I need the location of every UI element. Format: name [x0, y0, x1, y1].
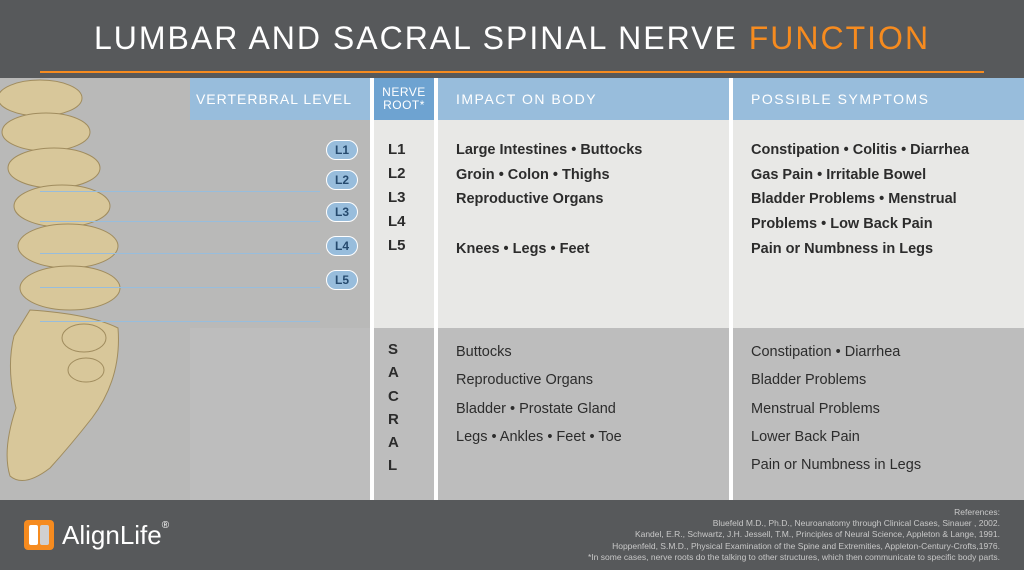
title-main: LUMBAR AND SACRAL SPINAL NERVE — [94, 20, 749, 56]
leader-line — [40, 253, 320, 254]
impact-item: Legs • Ankles • Feet • Toe — [456, 423, 715, 451]
impact-item: Groin • Colon • Thighs — [456, 163, 715, 188]
vertebral-header: VERTERBRAL LEVEL — [190, 78, 370, 120]
root-item: L4 — [388, 210, 434, 234]
impact-item: Reproductive Organs — [456, 187, 715, 212]
footer: AlignLife® References: Bluefeld M.D., Ph… — [0, 500, 1024, 570]
root-item: L5 — [388, 234, 434, 258]
root-item: A — [388, 361, 434, 384]
symptom-item: Bladder Problems — [751, 366, 1010, 394]
root-sacral-list: S A C R A L — [374, 328, 434, 500]
vertebra-label: L4 — [326, 236, 358, 256]
impact-item: Knees • Legs • Feet — [456, 237, 715, 262]
root-header: NERVE ROOT* — [374, 78, 434, 120]
logo-icon — [24, 520, 54, 550]
symptom-item: Pain or Numbness in Legs — [751, 451, 1010, 479]
vertebra-label: L1 — [326, 140, 358, 160]
symptoms-header: POSSIBLE SYMPTOMS — [733, 78, 1024, 120]
leader-line — [40, 321, 320, 322]
leader-line — [40, 287, 320, 288]
vertebra-label: L5 — [326, 270, 358, 290]
reference-line: Bluefeld M.D., Ph.D., Neuroanatomy throu… — [588, 518, 1000, 529]
nerve-root-column: NERVE ROOT* L1 L2 L3 L4 L5 S A C R A L — [370, 78, 438, 500]
root-item: L — [388, 454, 434, 477]
content-grid: VERTERBRAL LEVEL L1 L2 L3 L4 L5 NERVE RO… — [0, 78, 1024, 500]
impact-header: IMPACT ON BODY — [438, 78, 729, 120]
root-item: L3 — [388, 186, 434, 210]
title-bar: LUMBAR AND SACRAL SPINAL NERVE FUNCTION — [0, 0, 1024, 65]
symptom-item: Gas Pain • Irritable Bowel — [751, 163, 1010, 188]
vertebra-label: L3 — [326, 202, 358, 222]
references-heading: References: — [588, 507, 1000, 518]
symptoms-sacral-list: Constipation • Diarrhea Bladder Problems… — [733, 328, 1024, 500]
registered-mark: ® — [162, 520, 169, 531]
symptom-item: Problems • Low Back Pain — [751, 212, 1010, 237]
impact-item: Buttocks — [456, 338, 715, 366]
impact-lumbar-list: Large Intestines • Buttocks Groin • Colo… — [438, 120, 729, 328]
leader-line — [40, 191, 320, 192]
symptom-item: Constipation • Diarrhea — [751, 338, 1010, 366]
reference-line: *In some cases, nerve roots do the talki… — [588, 552, 1000, 563]
symptoms-lumbar-list: Constipation • Colitis • Diarrhea Gas Pa… — [733, 120, 1024, 328]
brand-name: AlignLife — [62, 520, 162, 550]
root-item: C — [388, 385, 434, 408]
vertebra-label: L2 — [326, 170, 358, 190]
reference-line: Hoppenfeld, S.M.D., Physical Examination… — [588, 541, 1000, 552]
impact-item: Bladder • Prostate Gland — [456, 395, 715, 423]
title-accent: FUNCTION — [749, 20, 930, 56]
vertebral-sacral-area — [190, 328, 370, 500]
vertebral-level-column: VERTERBRAL LEVEL L1 L2 L3 L4 L5 — [190, 78, 370, 500]
root-item: L2 — [388, 162, 434, 186]
reference-line: Kandel, E.R., Schwartz, J.H. Jessell, T.… — [588, 529, 1000, 540]
root-lumbar-list: L1 L2 L3 L4 L5 — [374, 120, 434, 328]
impact-sacral-list: Buttocks Reproductive Organs Bladder • P… — [438, 328, 729, 500]
symptom-item: Menstrual Problems — [751, 395, 1010, 423]
root-item: A — [388, 431, 434, 454]
root-item: R — [388, 408, 434, 431]
references: References: Bluefeld M.D., Ph.D., Neuroa… — [588, 507, 1000, 562]
symptom-item: Lower Back Pain — [751, 423, 1010, 451]
symptoms-column: POSSIBLE SYMPTOMS Constipation • Colitis… — [733, 78, 1024, 500]
title-underline — [40, 71, 984, 73]
spine-illustration-column — [0, 78, 190, 500]
impact-item: Large Intestines • Buttocks — [456, 138, 715, 163]
impact-item — [456, 212, 715, 237]
impact-column: IMPACT ON BODY Large Intestines • Buttoc… — [438, 78, 733, 500]
vertebral-lumbar-area: L1 L2 L3 L4 L5 — [190, 120, 370, 328]
page-title: LUMBAR AND SACRAL SPINAL NERVE FUNCTION — [40, 20, 984, 57]
symptom-item: Bladder Problems • Menstrual — [751, 187, 1010, 212]
leader-line — [40, 221, 320, 222]
spine-illustration — [0, 78, 190, 500]
symptom-item: Pain or Numbness in Legs — [751, 237, 1010, 262]
impact-item: Reproductive Organs — [456, 366, 715, 394]
root-item: L1 — [388, 138, 434, 162]
symptom-item: Constipation • Colitis • Diarrhea — [751, 138, 1010, 163]
logo-text: AlignLife® — [62, 520, 169, 551]
brand-logo: AlignLife® — [24, 520, 169, 551]
root-item: S — [388, 338, 434, 361]
